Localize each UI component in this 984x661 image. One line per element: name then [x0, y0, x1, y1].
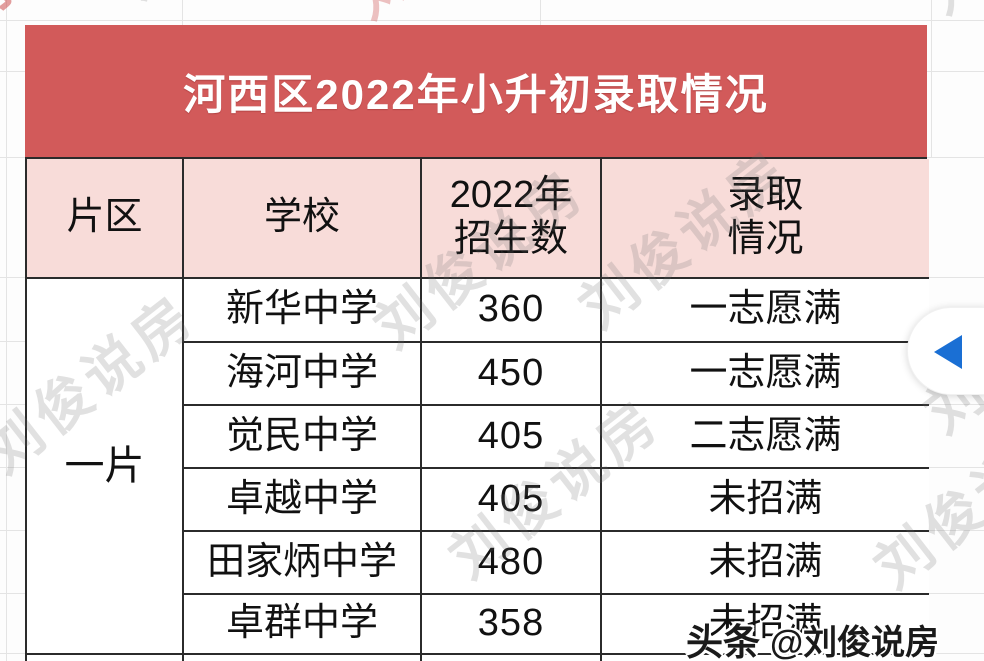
admission-status: 未招满 — [708, 602, 823, 645]
enrollment-cell: 405 — [422, 406, 602, 469]
school-cell: 卓越中学 — [184, 469, 422, 532]
attribution-watermark: 头条 @刘俊说房 — [686, 612, 939, 661]
school-cell: 田家炳中学 — [184, 532, 422, 595]
enrollment-value: 480 — [477, 540, 545, 583]
enrollment-value: 405 — [477, 414, 545, 457]
admission-cell: 一志愿满 — [602, 343, 929, 406]
admission-status: 未招满 — [708, 540, 823, 583]
enrollment-cell: 358 — [422, 595, 602, 655]
partial-row-cell — [184, 655, 422, 661]
toutiao-logo-text: 头条 — [686, 622, 760, 661]
admission-cell: 一志愿满 — [602, 279, 929, 343]
school-name: 田家炳中学 — [206, 540, 397, 583]
author-handle: @刘俊说房 — [770, 623, 940, 661]
enrollment-value: 405 — [477, 477, 545, 520]
school-cell: 新华中学 — [184, 279, 422, 343]
enrollment-cell: 360 — [422, 279, 602, 343]
admission-cell: 未招满 — [602, 469, 929, 532]
watermark-text: 刘俊说房 — [680, 0, 925, 9]
admission-status: 二志愿满 — [689, 414, 842, 457]
watermark-text: 刘俊说房 — [100, 0, 345, 14]
header-cell-school: 学校 — [184, 159, 422, 279]
header-enrollment-line1: 2022年 — [449, 174, 573, 217]
enrollment-cell: 450 — [422, 343, 602, 406]
admission-cell: 二志愿满 — [602, 406, 929, 469]
school-name: 海河中学 — [225, 351, 378, 394]
header-admission-line1: 录取 — [727, 174, 804, 217]
school-name: 新华中学 — [225, 288, 378, 331]
enrollment-value: 360 — [477, 288, 545, 331]
partial-row-cell — [602, 655, 929, 661]
partial-row-cell — [422, 655, 602, 661]
school-cell: 卓群中学 — [184, 595, 422, 655]
school-cell: 觉民中学 — [184, 406, 422, 469]
enrollment-value: 358 — [477, 602, 545, 645]
header-enrollment-line2: 招生数 — [453, 218, 568, 260]
school-name: 卓群中学 — [225, 602, 378, 645]
header-cell-admission: 录取 情况 — [602, 159, 929, 279]
page-title: 河西区2022年小升初录取情况 — [183, 70, 769, 118]
school-name: 觉民中学 — [225, 414, 378, 457]
header-cell-enrollment: 2022年 招生数 — [422, 159, 602, 279]
admission-status: 未招满 — [708, 477, 823, 520]
header-cell-district: 片区 — [27, 159, 184, 279]
watermark-text: 刘俊说房 — [480, 0, 725, 4]
district-group-label: 一片 — [64, 444, 145, 488]
header-district-label: 片区 — [66, 196, 143, 239]
admission-status: 一志愿满 — [689, 288, 842, 331]
admission-cell: 未招满 — [602, 532, 929, 595]
header-admission-line2: 情况 — [727, 218, 804, 260]
arrow-left-icon — [934, 335, 962, 369]
collapse-handle[interactable] — [907, 307, 984, 395]
enrollment-cell: 480 — [422, 532, 602, 595]
admission-status: 一志愿满 — [689, 351, 842, 394]
admissions-table: 片区 学校 2022年 招生数 录取 情况 一片 新华中学 360 一志愿满 海… — [25, 157, 929, 661]
enrollment-value: 450 — [477, 351, 545, 394]
header-school-label: 学校 — [263, 196, 340, 239]
admission-cell: 未招满 — [602, 595, 929, 655]
title-banner: 河西区2022年小升初录取情况 — [25, 25, 927, 157]
school-cell: 海河中学 — [184, 343, 422, 406]
enrollment-cell: 405 — [422, 469, 602, 532]
school-name: 卓越中学 — [225, 477, 378, 520]
district-group-cell: 一片 — [27, 279, 184, 655]
partial-row-cell — [27, 655, 184, 661]
